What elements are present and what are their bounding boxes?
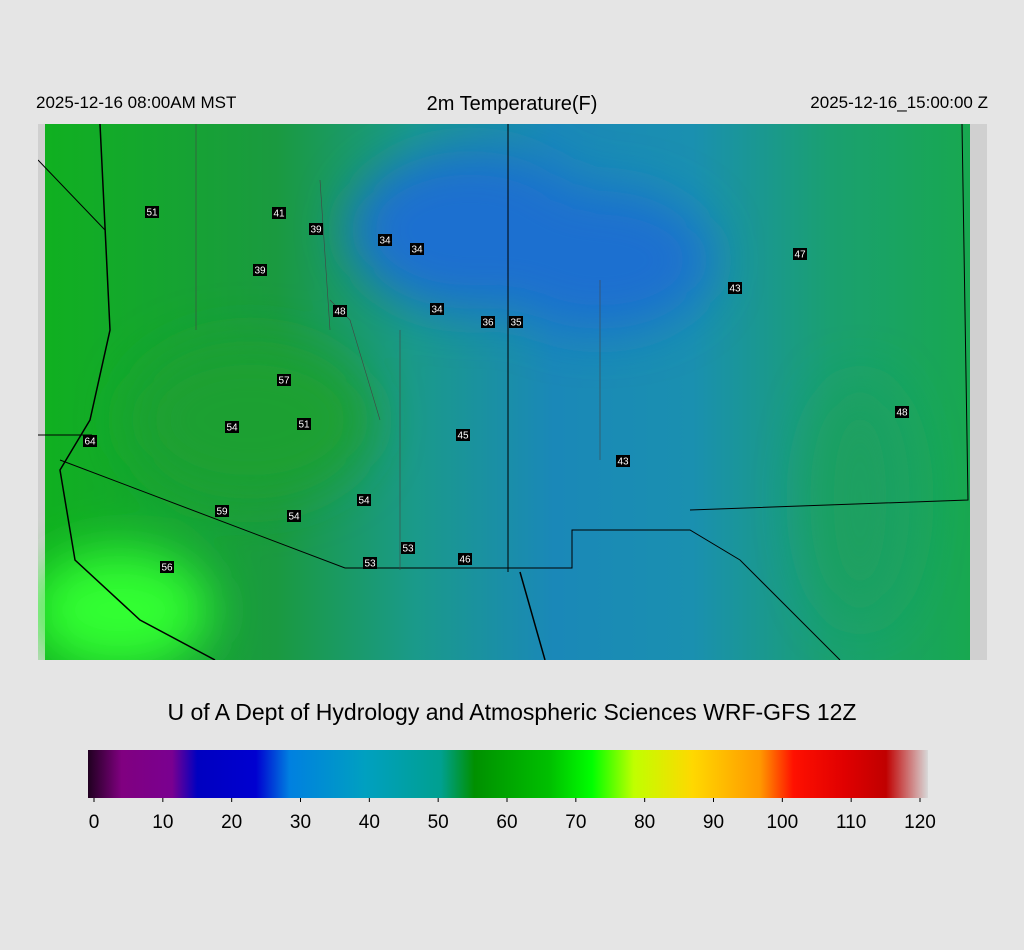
- station-box: [616, 455, 630, 467]
- station-temp: 48: [896, 408, 908, 419]
- station-temp: 34: [431, 305, 443, 316]
- station-temp: 41: [273, 209, 285, 220]
- station-box: [297, 418, 311, 430]
- station-temp: 47: [794, 250, 806, 261]
- station-box: [793, 248, 807, 260]
- station-temp: 43: [617, 457, 629, 468]
- station-temp: 48: [334, 307, 346, 318]
- station-temp: 59: [216, 507, 228, 518]
- station-box: [363, 557, 377, 569]
- station-temp: 53: [364, 559, 376, 570]
- station-box: [456, 429, 470, 441]
- footer-title: U of A Dept of Hydrology and Atmospheric…: [167, 699, 856, 725]
- station-temp: 51: [298, 420, 310, 431]
- station-box: [509, 316, 523, 328]
- field-shading: [38, 150, 910, 660]
- colorbar-ticks: 0 10 20 30 40 50 60 70 80 90 100 110 120: [89, 798, 936, 833]
- station-box: [145, 206, 159, 218]
- station-box: [160, 561, 174, 573]
- borders: [38, 124, 969, 660]
- station-box: [401, 542, 415, 554]
- stations: 51 41 39 34 34 39 47 43 48 34 36 35 57 48 54 51 64 45 43 54…: [83, 206, 909, 574]
- station-box: [215, 505, 229, 517]
- station-temp: 36: [482, 318, 494, 329]
- station-temp: 46: [459, 555, 471, 566]
- colorbar-tick-label: 30: [290, 812, 311, 833]
- station-temp: 53: [402, 544, 414, 555]
- station-temp: 39: [254, 266, 266, 277]
- station-box: [272, 207, 286, 219]
- colorbar: [88, 750, 928, 798]
- station-box: [481, 316, 495, 328]
- colorbar-tick-label: 60: [496, 812, 517, 833]
- colorbar-tick-label: 10: [152, 812, 173, 833]
- station-temp: 35: [510, 318, 522, 329]
- station-box: [895, 406, 909, 418]
- station-box: [430, 303, 444, 315]
- station-box: [728, 282, 742, 294]
- station-temp: 57: [278, 376, 290, 387]
- colorbar-tick-label: 90: [703, 812, 724, 833]
- station-box: [378, 234, 392, 246]
- station-temp: 54: [358, 496, 370, 507]
- station-box: [253, 264, 267, 276]
- colorbar-tick-label: 100: [766, 812, 798, 833]
- colorbar-tick-label: 70: [565, 812, 586, 833]
- station-temp: 54: [288, 512, 300, 523]
- colorbar-tick-label: 40: [359, 812, 380, 833]
- colorbar-tick-label: 20: [221, 812, 242, 833]
- station-box: [277, 374, 291, 386]
- station-temp: 51: [146, 208, 158, 219]
- station-temp: 56: [161, 563, 173, 574]
- map-title: 2m Temperature(F): [427, 93, 598, 115]
- colorbar-tick-label: 110: [836, 812, 866, 833]
- valid-time: 2025-12-16 08:00AM MST: [36, 93, 236, 112]
- station-temp: 54: [226, 423, 238, 434]
- station-box: [225, 421, 239, 433]
- colorbar-tick-label: 120: [904, 812, 936, 833]
- station-temp: 34: [411, 245, 423, 256]
- station-box: [333, 305, 347, 317]
- map: [38, 124, 987, 660]
- colorbar-tick-label: 80: [634, 812, 655, 833]
- station-box: [357, 494, 371, 506]
- station-temp: 34: [379, 236, 391, 247]
- station-temp: 39: [310, 225, 322, 236]
- colorbar-tick-label: 0: [89, 812, 100, 833]
- colorbar-tick-label: 50: [428, 812, 449, 833]
- station-box: [83, 435, 97, 447]
- station-temp: 45: [457, 431, 469, 442]
- station-box: [410, 243, 424, 255]
- station-temp: 64: [84, 437, 96, 448]
- station-temp: 43: [729, 284, 741, 295]
- station-box: [309, 223, 323, 235]
- run-time: 2025-12-16_15:00:00 Z: [810, 93, 988, 112]
- station-box: [458, 553, 472, 565]
- station-box: [287, 510, 301, 522]
